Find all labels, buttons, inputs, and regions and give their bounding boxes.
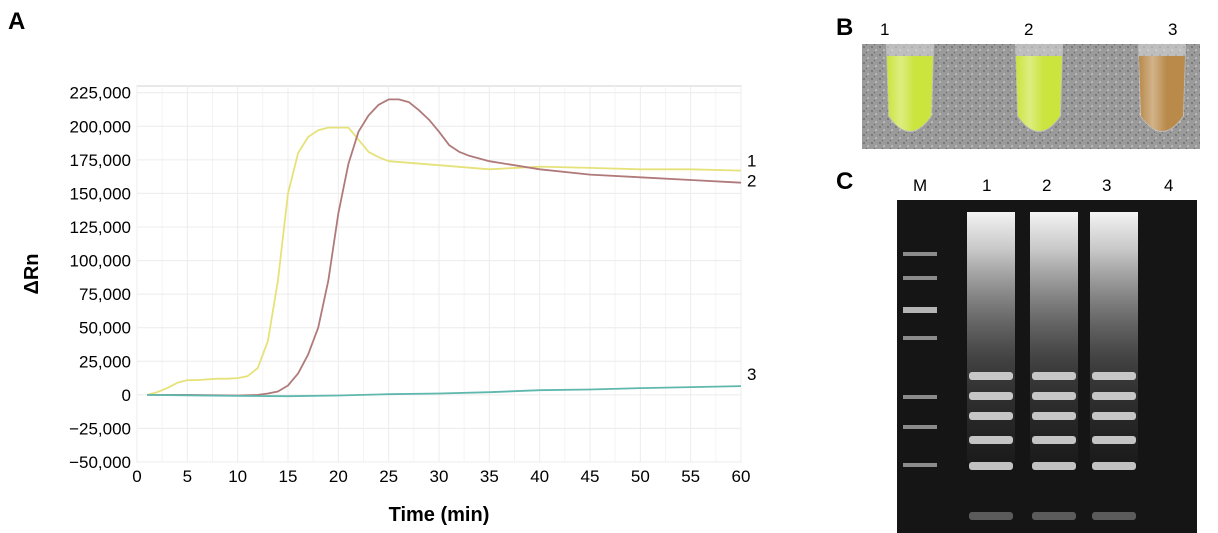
- lane-band: [1092, 372, 1136, 380]
- y-tick-label: 75,000: [79, 285, 131, 304]
- x-tick-label: 40: [530, 467, 549, 486]
- lane-band: [1092, 512, 1136, 520]
- data-series: [146, 98, 742, 398]
- ladder-band: [903, 425, 937, 429]
- tube-photo: [862, 44, 1200, 149]
- lane-label-1: 1: [982, 176, 992, 195]
- lane-label-m: M: [913, 176, 928, 195]
- x-tick-label: 15: [279, 467, 298, 486]
- x-tick-labels: 0 5 10 15 20 25 30 35 40 45 50 55 60: [132, 467, 750, 486]
- x-tick-label: 5: [183, 467, 192, 486]
- y-tick-label: 100,000: [70, 252, 131, 271]
- ladder-band: [903, 336, 937, 340]
- ladder-band: [903, 252, 937, 256]
- lane-band: [1032, 436, 1076, 444]
- lane-smear-2: [1030, 212, 1078, 462]
- y-tick-label: 175,000: [70, 151, 131, 170]
- y-axis-title: ΔRn: [21, 253, 43, 294]
- tube-1: [886, 44, 934, 132]
- y-tick-label: 25,000: [79, 352, 131, 371]
- x-tick-label: 10: [228, 467, 247, 486]
- lane-band: [1032, 462, 1076, 470]
- x-tick-label: 35: [480, 467, 499, 486]
- series-line-3: [147, 385, 742, 398]
- lane-band: [969, 392, 1013, 400]
- panel-c-label: C: [836, 168, 854, 195]
- lane-label-4: 4: [1164, 176, 1174, 195]
- x-tick-label: 0: [132, 467, 141, 486]
- amplification-chart: −50,000 −25,000 0 25,000 50,000 75,000 100,000…: [21, 84, 756, 526]
- lane-band: [969, 512, 1013, 520]
- x-tick-label: 30: [430, 467, 449, 486]
- y-tick-label: 225,000: [70, 84, 131, 103]
- y-tick-labels: −50,000 −25,000 0 25,000 50,000 75,000 100,000…: [69, 84, 131, 472]
- gel-photo: [897, 200, 1197, 533]
- series-end-label-1: 1: [747, 152, 756, 171]
- x-tick-label: 25: [379, 467, 398, 486]
- y-tick-label: 150,000: [70, 184, 131, 203]
- tube-label-2: 2: [1024, 20, 1034, 39]
- x-tick-label: 20: [329, 467, 348, 486]
- y-tick-label: 50,000: [79, 319, 131, 338]
- lane-band: [1032, 392, 1076, 400]
- panel-a-label: A: [8, 8, 26, 35]
- lane-band: [1092, 412, 1136, 420]
- grid-lines: [136, 86, 742, 463]
- series-end-label-3: 3: [747, 365, 756, 384]
- lane-smear-3: [1090, 212, 1138, 462]
- x-axis-title: Time (min): [389, 504, 490, 526]
- ladder-band: [903, 307, 937, 313]
- tube-label-3: 3: [1168, 20, 1178, 39]
- lane-band: [969, 436, 1013, 444]
- lane-smear-1: [967, 212, 1015, 462]
- x-tick-label: 60: [732, 467, 751, 486]
- lane-band: [1032, 372, 1076, 380]
- y-tick-label: 125,000: [70, 218, 131, 237]
- lane-band: [969, 372, 1013, 380]
- lane-band: [1032, 412, 1076, 420]
- lane-band: [969, 412, 1013, 420]
- lane-band: [1032, 512, 1076, 520]
- y-tick-label: 0: [122, 386, 131, 405]
- lane-band: [1092, 462, 1136, 470]
- series-line-1: [146, 126, 742, 396]
- x-tick-label: 50: [631, 467, 650, 486]
- x-tick-label: 45: [581, 467, 600, 486]
- tube-2: [1015, 44, 1063, 132]
- panel-b-label: B: [836, 14, 854, 41]
- lane-band: [1092, 436, 1136, 444]
- tube-label-1: 1: [880, 20, 890, 39]
- ladder-band: [903, 276, 937, 280]
- y-tick-label: −25,000: [69, 419, 131, 438]
- lane-band: [969, 462, 1013, 470]
- series-end-labels: 12 3: [747, 152, 756, 385]
- series-end-label-2: 2: [747, 172, 756, 191]
- lane-label-3: 3: [1102, 176, 1112, 195]
- ladder-band: [903, 463, 937, 467]
- series-line-2: [147, 98, 742, 397]
- x-tick-label: 55: [681, 467, 700, 486]
- tube-3: [1138, 44, 1186, 132]
- lane-label-2: 2: [1042, 176, 1052, 195]
- y-tick-label: 200,000: [70, 117, 131, 136]
- ladder-band: [903, 395, 937, 399]
- y-tick-label: −50,000: [69, 453, 131, 472]
- lane-band: [1092, 392, 1136, 400]
